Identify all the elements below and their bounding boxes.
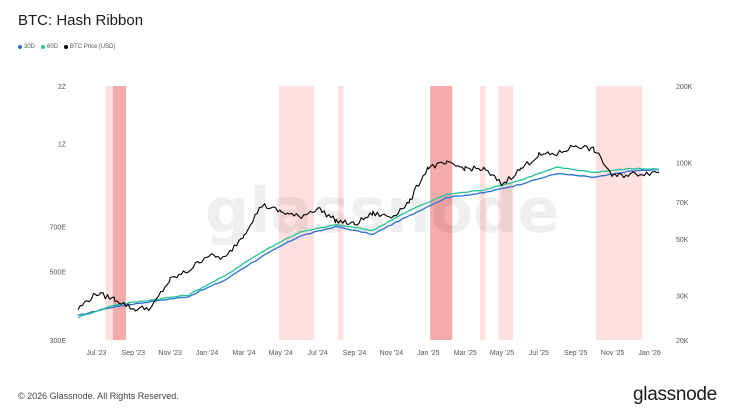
y-left-tick-label: 700E <box>50 225 67 232</box>
x-tick-label: Sep '25 <box>564 350 588 357</box>
x-tick-label: Mar '25 <box>454 350 477 357</box>
x-tick-label: Jul '23 <box>86 350 106 357</box>
x-tick-label: Sep '24 <box>343 350 367 357</box>
legend: 30D 60D BTC Price [USD] <box>18 44 115 50</box>
series-line-30d <box>77 168 659 316</box>
y-right-tick-label: 30K <box>676 293 689 300</box>
copyright: © 2026 Glassnode. All Rights Reserved. <box>18 391 179 401</box>
series-lines <box>77 144 660 319</box>
x-tick-label: Sep '23 <box>122 350 146 357</box>
x-tick-label: Jan '25 <box>417 350 439 357</box>
y-right-tick-label: 50K <box>676 237 689 244</box>
legend-item-price[interactable]: BTC Price [USD] <box>64 44 115 50</box>
capitulation-band <box>479 86 486 340</box>
x-tick-label: Nov '23 <box>158 350 182 357</box>
legend-marker-60d <box>41 45 46 49</box>
x-tick-label: Mar '24 <box>232 350 255 357</box>
brand-logo: glassnode <box>633 384 717 405</box>
legend-marker-price <box>64 45 69 49</box>
x-tick-label: Jan '26 <box>638 350 660 357</box>
x-tick-label: Jul '24 <box>308 350 328 357</box>
legend-label-price: BTC Price [USD] <box>70 44 116 50</box>
y-left-tick-label: 1Z <box>58 142 67 149</box>
capitulation-band <box>596 86 621 340</box>
x-tick-label: May '25 <box>490 350 514 357</box>
capitulation-bands <box>105 86 643 340</box>
y-right-tick-label: 200K <box>676 84 693 91</box>
legend-label-60d: 60D <box>47 44 59 50</box>
series-line-btc-price <box>77 144 660 312</box>
y-right-tick-label: 70K <box>676 200 689 207</box>
legend-marker-30d <box>18 45 22 49</box>
y-right-tick-label: 100K <box>676 160 693 167</box>
x-tick-label: May '24 <box>269 350 293 357</box>
legend-item-30d[interactable]: 30D <box>18 44 35 50</box>
y-left-tick-label: 300E <box>50 338 67 345</box>
capitulation-band <box>498 86 514 340</box>
series-line-60d <box>77 166 659 319</box>
capitulation-band <box>430 86 453 340</box>
axis-ticks: Jul '23 Sep '23 Nov '23 Jan '24 Mar '24 May '… <box>50 84 693 357</box>
y-left-tick-label: 2Z <box>58 84 67 91</box>
x-tick-label: Nov '24 <box>380 350 404 357</box>
capitulation-band <box>620 86 643 340</box>
chart-title: BTC: Hash Ribbon <box>18 12 144 29</box>
legend-label-30d: 30D <box>24 44 36 50</box>
y-left-tick-label: 500E <box>50 270 67 277</box>
capitulation-band <box>113 86 126 340</box>
x-tick-label: Jan '24 <box>196 350 218 357</box>
capitulation-band <box>105 86 114 340</box>
capitulation-band <box>337 86 344 340</box>
y-right-tick-label: 20K <box>676 338 689 345</box>
x-tick-label: Nov '25 <box>601 350 625 357</box>
legend-item-60d[interactable]: 60D <box>41 44 58 50</box>
capitulation-band <box>295 86 314 340</box>
x-tick-label: Jul '25 <box>529 350 549 357</box>
